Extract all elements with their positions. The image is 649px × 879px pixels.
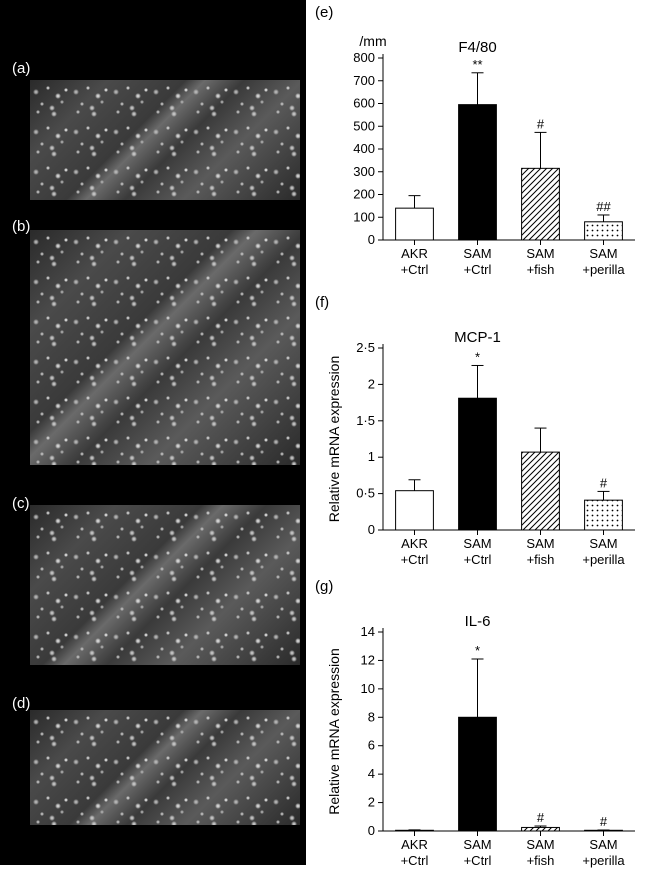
micrograph-a xyxy=(30,80,300,200)
svg-text:SAM: SAM xyxy=(526,837,554,852)
micrograph-d xyxy=(30,710,300,825)
svg-text:0: 0 xyxy=(368,232,375,247)
chart-g: (g) 02468101214AKR+Ctrl*SAM+Ctrl#SAM+fis… xyxy=(315,578,649,865)
svg-text:+perilla: +perilla xyxy=(582,552,625,567)
svg-text:1: 1 xyxy=(368,449,375,464)
svg-text:100: 100 xyxy=(353,209,375,224)
svg-text:+Ctrl: +Ctrl xyxy=(401,853,429,868)
svg-text:+fish: +fish xyxy=(527,262,555,277)
chart-f: (f) 00·511·522·5AKR+Ctrl*SAM+CtrlSAM+fis… xyxy=(315,294,649,564)
svg-text:+Ctrl: +Ctrl xyxy=(464,853,492,868)
svg-text:F4/80: F4/80 xyxy=(458,39,496,56)
svg-text:##: ## xyxy=(596,199,611,214)
svg-text:+Ctrl: +Ctrl xyxy=(464,552,492,567)
svg-text:AKR: AKR xyxy=(401,536,428,551)
svg-text:SAM: SAM xyxy=(526,246,554,261)
svg-text:4: 4 xyxy=(368,766,375,781)
svg-text:Relative mRNA expression: Relative mRNA expression xyxy=(326,648,342,815)
panel-label-c: (c) xyxy=(12,495,30,512)
svg-text:/mm: /mm xyxy=(359,33,386,49)
svg-text:AKR: AKR xyxy=(401,837,428,852)
svg-text:+perilla: +perilla xyxy=(582,262,625,277)
svg-text:MCP-1: MCP-1 xyxy=(454,329,501,346)
svg-text:+Ctrl: +Ctrl xyxy=(401,552,429,567)
svg-text:2: 2 xyxy=(368,376,375,391)
svg-text:8: 8 xyxy=(368,709,375,724)
svg-text:#: # xyxy=(600,475,608,490)
svg-text:+Ctrl: +Ctrl xyxy=(464,262,492,277)
bar-chart-f: 00·511·522·5AKR+Ctrl*SAM+CtrlSAM+fish#SA… xyxy=(325,308,645,578)
svg-text:0: 0 xyxy=(368,522,375,537)
svg-text:0·5: 0·5 xyxy=(356,486,375,501)
panel-label-b: (b) xyxy=(12,218,30,235)
svg-text:+fish: +fish xyxy=(527,552,555,567)
bar-chart-g: 02468101214AKR+Ctrl*SAM+Ctrl#SAM+fish#SA… xyxy=(325,592,645,879)
svg-text:**: ** xyxy=(472,57,482,72)
svg-text:600: 600 xyxy=(353,96,375,111)
svg-text:+perilla: +perilla xyxy=(582,853,625,868)
svg-text:14: 14 xyxy=(361,624,375,639)
svg-text:300: 300 xyxy=(353,164,375,179)
micrograph-b xyxy=(30,230,300,465)
svg-text:2·5: 2·5 xyxy=(356,340,375,355)
svg-text:6: 6 xyxy=(368,738,375,753)
svg-text:SAM: SAM xyxy=(526,536,554,551)
svg-text:AKR: AKR xyxy=(401,246,428,261)
svg-text:700: 700 xyxy=(353,73,375,88)
panel-label-a: (a) xyxy=(12,60,30,77)
svg-text:500: 500 xyxy=(353,118,375,133)
panel-label-d: (d) xyxy=(12,695,30,712)
left-panel: (a) (b) (c) (d) xyxy=(0,0,306,865)
svg-text:400: 400 xyxy=(353,141,375,156)
svg-text:SAM: SAM xyxy=(463,837,491,852)
svg-text:SAM: SAM xyxy=(589,246,617,261)
svg-text:800: 800 xyxy=(353,50,375,65)
svg-text:#: # xyxy=(537,116,545,131)
svg-text:SAM: SAM xyxy=(589,837,617,852)
chart-e: (e) 0100200300400500600700800AKR+Ctrl**S… xyxy=(315,4,649,274)
svg-text:IL-6: IL-6 xyxy=(465,613,491,630)
svg-text:12: 12 xyxy=(361,652,375,667)
bar-chart-e: 0100200300400500600700800AKR+Ctrl**SAM+C… xyxy=(325,18,645,288)
svg-text:*: * xyxy=(475,643,480,658)
svg-text:0: 0 xyxy=(368,823,375,838)
svg-text:*: * xyxy=(475,349,480,364)
svg-text:SAM: SAM xyxy=(589,536,617,551)
micrograph-c xyxy=(30,505,300,665)
svg-text:SAM: SAM xyxy=(463,246,491,261)
svg-text:200: 200 xyxy=(353,187,375,202)
svg-text:+fish: +fish xyxy=(527,853,555,868)
svg-text:SAM: SAM xyxy=(463,536,491,551)
svg-text:#: # xyxy=(600,814,608,829)
svg-text:2: 2 xyxy=(368,795,375,810)
svg-text:+Ctrl: +Ctrl xyxy=(401,262,429,277)
svg-text:1·5: 1·5 xyxy=(356,413,375,428)
svg-text:10: 10 xyxy=(361,681,375,696)
svg-text:#: # xyxy=(537,810,545,825)
svg-text:Relative mRNA expression: Relative mRNA expression xyxy=(326,356,342,523)
right-panel: (e) 0100200300400500600700800AKR+Ctrl**S… xyxy=(315,0,649,865)
